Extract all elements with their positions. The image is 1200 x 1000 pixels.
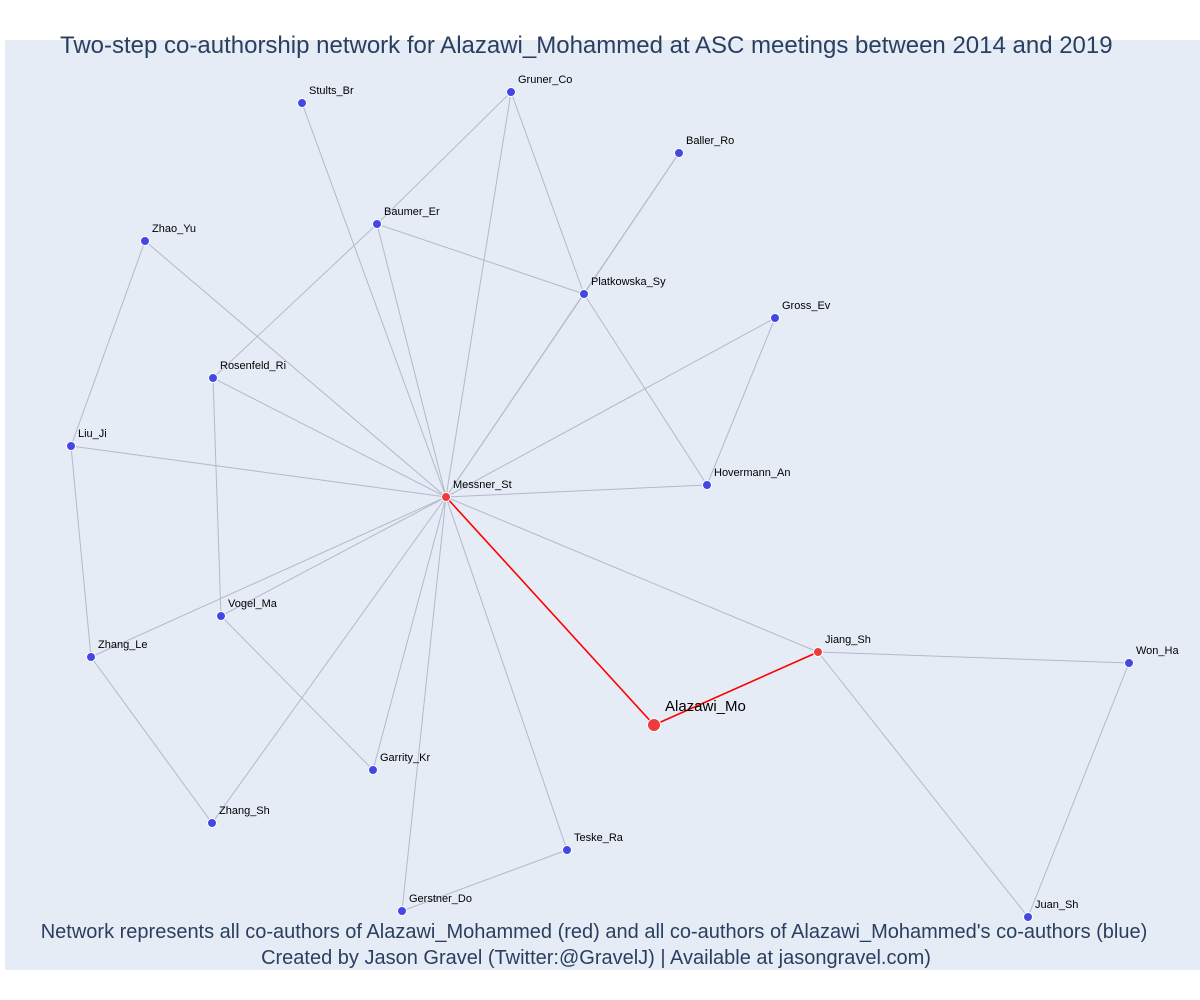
edge-messner-st-jiang-sh <box>445 496 819 653</box>
edge-messner-st-garrity-kr <box>372 496 447 771</box>
node-label-gross-ev: Gross_Ev <box>782 300 831 312</box>
edge-jiang-sh-juan-sh <box>817 651 1029 918</box>
node-zhao-yu[interactable] <box>140 236 150 246</box>
edge-baumer-er-platkowska-sy <box>376 223 585 295</box>
edge-liu-ji-zhang-le <box>70 445 92 658</box>
node-label-hovermann-an: Hovermann_An <box>714 467 790 479</box>
edge-jiang-sh-won-ha <box>817 651 1130 664</box>
node-vogel-ma[interactable] <box>216 611 226 621</box>
edges-layer <box>70 91 1130 918</box>
caption-line-2: Created by Jason Gravel (Twitter:@Gravel… <box>261 947 931 969</box>
node-baumer-er[interactable] <box>372 219 382 229</box>
edge-messner-st-zhao-yu <box>144 240 447 498</box>
node-label-gruner-co: Gruner_Co <box>518 74 572 86</box>
node-baller-ro[interactable] <box>674 148 684 158</box>
node-label-liu-ji: Liu_Ji <box>78 428 107 440</box>
caption-line-1: Network represents all co-authors of Ala… <box>41 921 1148 943</box>
node-jiang-sh[interactable] <box>813 647 823 657</box>
edge-zhang-le-zhang-sh <box>90 656 213 824</box>
node-label-zhang-sh: Zhang_Sh <box>219 805 270 817</box>
node-label-messner-st: Messner_St <box>453 479 512 491</box>
node-liu-ji[interactable] <box>66 441 76 451</box>
edge-messner-st-platkowska-sy <box>445 293 585 498</box>
edge-messner-st-gerstner-do <box>401 496 447 912</box>
node-zhang-le[interactable] <box>86 652 96 662</box>
edge-teske-ra-gerstner-do <box>401 849 568 912</box>
edge-won-ha-juan-sh <box>1027 662 1130 918</box>
node-label-platkowska-sy: Platkowska_Sy <box>591 276 666 288</box>
edge-vogel-ma-garrity-kr <box>220 615 374 771</box>
node-zhang-sh[interactable] <box>207 818 217 828</box>
chart-title: Two-step co-authorship network for Alaza… <box>60 32 1113 59</box>
edge-messner-st-liu-ji <box>70 445 447 498</box>
nodes-layer <box>66 87 1134 922</box>
edge-gruner-co-baumer-er <box>376 91 512 225</box>
node-label-baumer-er: Baumer_Er <box>384 206 440 218</box>
labels-layer: Alazawi_Mo Messner_St Jiang_Sh Stults_Br Gru… <box>78 74 1179 911</box>
edge-messner-st-rosenfeld-ri <box>212 377 447 498</box>
node-rosenfeld-ri[interactable] <box>208 373 218 383</box>
edge-messner-st-zhang-sh <box>211 496 447 824</box>
edge-zhao-yu-liu-ji <box>70 240 146 447</box>
node-label-baller-ro: Baller_Ro <box>686 135 734 147</box>
edge-alazawi-mo-jiang-sh <box>653 651 819 726</box>
edge-alazawi-mo-messner-st <box>445 496 655 726</box>
edge-platkowska-sy-hovermann-an <box>583 293 708 486</box>
node-label-gerstner-do: Gerstner_Do <box>409 893 472 905</box>
node-label-vogel-ma: Vogel_Ma <box>228 598 278 610</box>
node-stults-br[interactable] <box>297 98 307 108</box>
node-gruner-co[interactable] <box>506 87 516 97</box>
edge-gross-ev-hovermann-an <box>706 317 776 486</box>
node-gerstner-do[interactable] <box>397 906 407 916</box>
edge-gruner-co-platkowska-sy <box>510 91 585 295</box>
node-alazawi-mo[interactable] <box>647 718 661 732</box>
edge-messner-st-teske-ra <box>445 496 568 851</box>
node-messner-st[interactable] <box>441 492 451 502</box>
edge-messner-st-gruner-co <box>445 91 512 498</box>
node-garrity-kr[interactable] <box>368 765 378 775</box>
node-label-juan-sh: Juan_Sh <box>1035 899 1078 911</box>
edge-rosenfeld-ri-vogel-ma <box>212 377 222 617</box>
node-label-stults-br: Stults_Br <box>309 85 354 97</box>
edge-messner-st-hovermann-an <box>445 484 708 498</box>
node-label-jiang-sh: Jiang_Sh <box>825 634 871 646</box>
edge-messner-st-vogel-ma <box>220 496 447 617</box>
node-gross-ev[interactable] <box>770 313 780 323</box>
node-hovermann-an[interactable] <box>702 480 712 490</box>
node-label-zhao-yu: Zhao_Yu <box>152 223 196 235</box>
node-label-garrity-kr: Garrity_Kr <box>380 752 430 764</box>
node-label-alazawi-mo: Alazawi_Mo <box>665 698 746 715</box>
edge-messner-st-gross-ev <box>445 317 776 498</box>
node-won-ha[interactable] <box>1124 658 1134 668</box>
node-platkowska-sy[interactable] <box>579 289 589 299</box>
node-label-teske-ra: Teske_Ra <box>574 832 624 844</box>
edge-messner-st-baumer-er <box>376 223 447 498</box>
plot-area <box>5 40 1200 970</box>
node-teske-ra[interactable] <box>562 845 572 855</box>
node-label-rosenfeld-ri: Rosenfeld_Ri <box>220 360 286 372</box>
node-label-zhang-le: Zhang_Le <box>98 639 148 651</box>
edge-baumer-er-rosenfeld-ri <box>212 223 378 379</box>
node-juan-sh[interactable] <box>1023 912 1033 922</box>
node-label-won-ha: Won_Ha <box>1136 645 1179 657</box>
edge-messner-st-zhang-le <box>90 496 447 658</box>
edge-baller-ro-platkowska-sy <box>583 152 680 295</box>
edge-messner-st-stults-br <box>301 102 447 498</box>
